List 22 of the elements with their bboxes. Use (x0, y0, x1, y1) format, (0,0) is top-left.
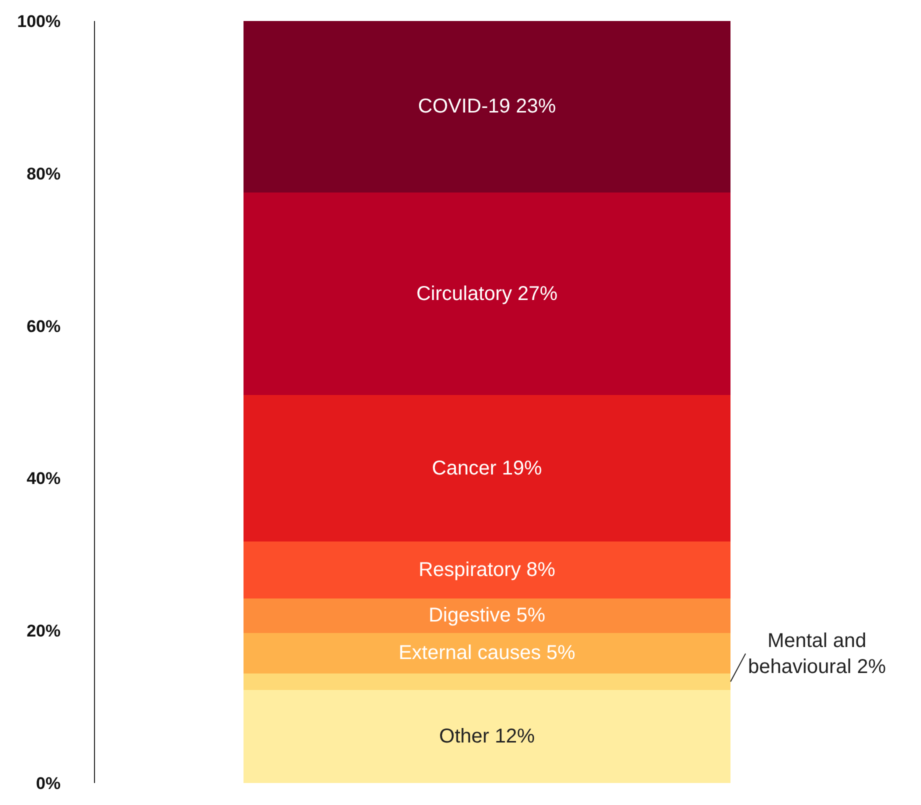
text: Other 12% (439, 726, 535, 748)
text: Respiratory 8% (418, 559, 556, 582)
text: External causes 5% (398, 642, 576, 664)
y-tick-label: 100% (17, 12, 61, 31)
text: Cancer 19% (432, 457, 542, 480)
bar (244, 632, 731, 674)
bar (244, 598, 731, 633)
y-tick-label: 60% (26, 316, 61, 336)
bar (244, 541, 731, 599)
y-tick-label: 40% (26, 469, 61, 488)
y-tick-label: 80% (26, 164, 61, 184)
bar (244, 21, 731, 192)
bar (244, 673, 731, 690)
text: COVID-19 23% (418, 96, 556, 118)
y-tick-label: 20% (26, 622, 61, 641)
bar (244, 395, 731, 542)
bar (244, 690, 731, 783)
text: Digestive 5% (428, 604, 546, 627)
text: Circulatory 27% (416, 282, 558, 305)
bar (244, 192, 731, 396)
y-tick-label: 0% (36, 774, 61, 793)
text: Mental and behavioural 2% (748, 630, 886, 678)
